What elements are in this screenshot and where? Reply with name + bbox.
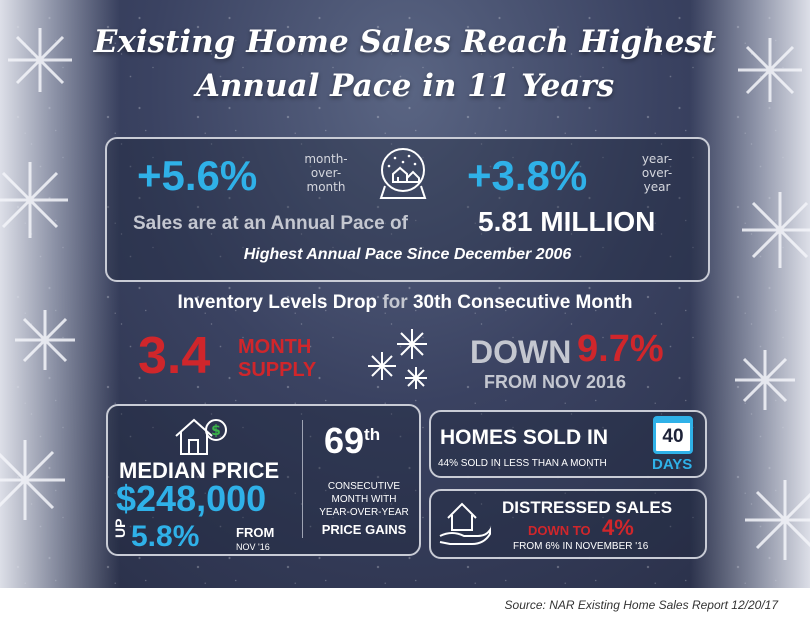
inventory-heading: Inventory Levels Drop for 30th Consecuti… — [0, 292, 810, 314]
pace-text: Sales are at an Annual Pace of — [133, 213, 408, 234]
consec-line-3: YEAR-OVER-YEAR — [319, 507, 409, 518]
down-value: 9.7% — [577, 328, 664, 370]
mom-value: +5.6% — [137, 152, 258, 199]
title-line-2: Annual Pace in 11 Years — [195, 68, 615, 104]
median-divider — [302, 420, 303, 538]
snow-globe-icon — [379, 148, 427, 199]
median-label: MEDIAN PRICE — [119, 458, 280, 483]
frost-border-right — [690, 0, 810, 588]
up-label: UP — [112, 518, 128, 538]
consec-line-2: MONTH WITH — [331, 494, 397, 505]
consec-line-1: CONSECUTIVE — [327, 481, 401, 492]
hand-house-icon — [439, 502, 491, 545]
mom-label-line-2: over- — [310, 166, 342, 180]
median-value: $248,000 — [116, 478, 267, 519]
from-text: FROM NOV 2016 — [484, 372, 627, 392]
median-panel — [106, 404, 421, 556]
calendar-icon: 40 — [653, 416, 693, 454]
frost-border-left — [0, 0, 120, 588]
inventory-heading-part-3: 30th Consecutive Month — [412, 292, 633, 313]
yoy-label-line-3: year — [643, 180, 671, 194]
sales-panel — [105, 137, 710, 282]
distressed-down-to: DOWN TO — [528, 523, 591, 538]
frost-snowflake-icon — [0, 28, 75, 520]
yoy-label: year- over- year — [632, 152, 682, 194]
distressed-sub: FROM 6% IN NOVEMBER '16 — [513, 541, 649, 552]
distressed-value: 4% — [602, 515, 634, 540]
consec-suffix: th — [364, 425, 381, 444]
yoy-label-line-2: over- — [641, 166, 673, 180]
pace-value: 5.81 MILLION — [478, 206, 656, 237]
source-citation: Source: NAR Existing Home Sales Report 1… — [504, 598, 778, 612]
inventory-heading-part-2: for — [382, 292, 408, 313]
distressed-panel — [429, 489, 707, 559]
frost-snowflake-icon — [735, 38, 810, 560]
yoy-label-line-1: year- — [641, 152, 673, 166]
supply-value: 3.4 — [138, 327, 211, 385]
days-label: HOMES SOLD IN — [440, 426, 609, 449]
days-sub: 44% SOLD IN LESS THAN A MONTH — [438, 458, 607, 469]
svg-text:$: $ — [211, 423, 221, 439]
days-unit: DAYS — [652, 456, 693, 473]
snowflake-icon — [368, 329, 427, 389]
consec-line-4: PRICE GAINS — [321, 522, 407, 537]
consec-number: 69 — [324, 420, 365, 461]
from-date: NOV '16 — [236, 542, 270, 552]
mom-label-line-1: month- — [304, 152, 348, 166]
title-line-1: Existing Home Sales Reach Highest — [93, 24, 717, 60]
supply-label-line-1: MONTH — [238, 336, 312, 358]
from-label: FROM — [236, 525, 275, 540]
consec-text: CONSECUTIVE MONTH WITH YEAR-OVER-YEAR — [312, 480, 416, 519]
down-label: DOWN — [470, 334, 572, 370]
inventory-heading-part-1: Inventory Levels Drop — [177, 292, 378, 313]
house-dollar-icon: $ — [175, 418, 227, 455]
supply-label: MONTH SUPPLY — [238, 336, 316, 382]
consec-value: 69th — [324, 420, 380, 462]
supply-label-line-2: SUPPLY — [238, 359, 317, 381]
up-value: 5.8% — [131, 520, 200, 553]
distressed-label: DISTRESSED SALES — [502, 498, 673, 517]
yoy-value: +3.8% — [467, 152, 588, 199]
mom-label-line-3: month — [306, 180, 346, 194]
infographic: Existing Home Sales Reach Highest Annual… — [0, 0, 810, 588]
days-value: 40 — [662, 426, 684, 447]
mom-label: month- over- month — [296, 152, 356, 194]
since-text: Highest Annual Pace Since December 2006 — [243, 246, 572, 263]
